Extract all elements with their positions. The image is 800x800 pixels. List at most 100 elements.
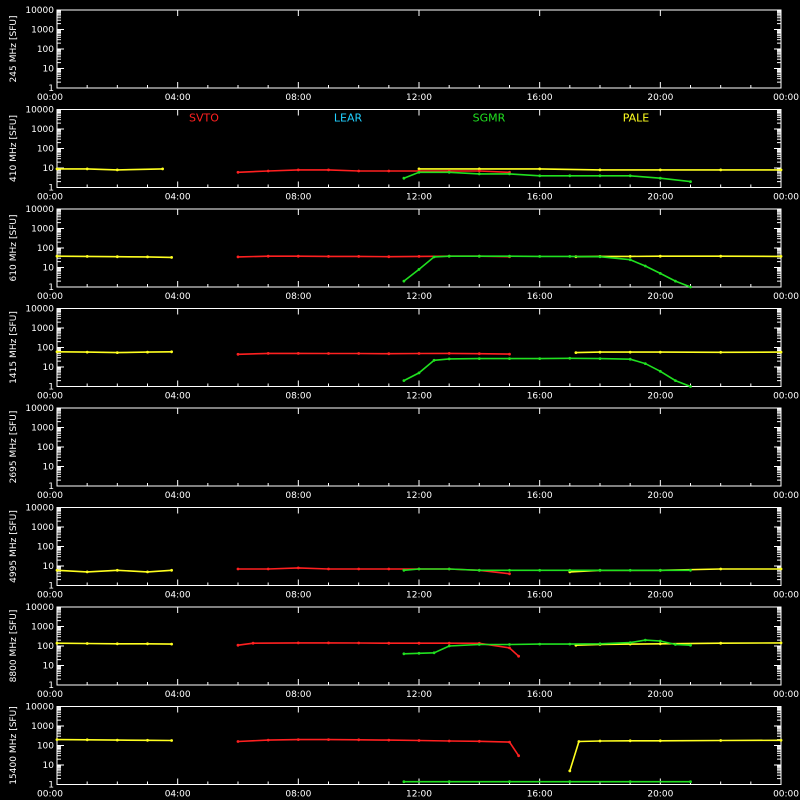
data-point — [477, 643, 481, 646]
data-point — [508, 572, 511, 576]
data-point — [658, 739, 662, 743]
data-point — [417, 255, 421, 258]
series-line-sgmr — [403, 639, 691, 655]
data-point — [447, 170, 451, 174]
x-tick-label: 20:00 — [647, 292, 673, 302]
data-point — [477, 167, 481, 171]
data-point — [689, 385, 692, 388]
data-point — [628, 255, 632, 258]
y-unit: [SFU] — [9, 16, 19, 41]
x-tick-label: 00:00 — [37, 292, 63, 302]
data-point — [357, 255, 361, 258]
data-point — [236, 567, 240, 571]
freq-value: 1415 — [9, 361, 19, 384]
data-point — [779, 168, 783, 172]
y-tick-label: 100 — [37, 145, 54, 155]
data-point — [266, 567, 270, 571]
data-point — [689, 643, 692, 647]
data-point — [658, 350, 662, 354]
y-axis-label: 4995 MHz [SFU] — [9, 510, 19, 583]
data-point — [327, 738, 330, 741]
y-tick-label: 10000 — [25, 106, 54, 116]
panel-4995-mhz: 1 10 100 1000 10000 00:00 04:00 08:00 12:00 16:00… — [9, 504, 799, 601]
data-point — [115, 168, 119, 172]
data-point — [251, 641, 255, 645]
data-point — [417, 352, 421, 355]
data-point — [719, 739, 723, 742]
y-tick-label: 100 — [37, 45, 54, 55]
data-point — [643, 362, 647, 365]
data-point — [538, 255, 542, 258]
legend-pale: PALE — [623, 112, 650, 125]
y-tick-label: 1000 — [31, 125, 54, 135]
y-tick-label: 1 — [48, 482, 54, 492]
series-svto — [236, 566, 511, 576]
series-line-pale — [569, 739, 782, 772]
series-line-pale — [575, 351, 782, 354]
data-point — [417, 651, 421, 655]
series-svto — [236, 168, 511, 174]
data-point — [296, 566, 300, 570]
x-tick-label: 00:00 — [773, 591, 799, 601]
data-point — [55, 641, 59, 645]
x-tick-label: 00:00 — [37, 790, 63, 800]
data-point — [327, 168, 330, 172]
legend-sgmr: SGMR — [473, 112, 506, 125]
data-point — [85, 570, 89, 574]
plot-frame — [56, 606, 782, 686]
x-tick-label: 16:00 — [527, 93, 553, 103]
x-tick-label: 08:00 — [285, 790, 311, 800]
panels-group: 1 10 100 1000 10000 00:00 04:00 08:00 12:00 16:00… — [9, 6, 799, 800]
data-point — [447, 254, 451, 258]
data-point — [538, 167, 542, 171]
x-tick-label: 00:00 — [37, 491, 63, 501]
data-point — [170, 256, 174, 259]
data-point — [517, 654, 520, 658]
panel-15400-mhz: 1 10 100 1000 10000 00:00 04:00 08:00 12:00 16:00… — [9, 703, 799, 800]
series-sgmr — [402, 170, 692, 184]
series-pale — [55, 350, 783, 354]
freq-unit: MHz — [9, 338, 19, 358]
data-point — [432, 358, 436, 362]
x-tick-label: 08:00 — [285, 292, 311, 302]
panel-2695-mhz: 1 10 100 1000 10000 00:00 04:00 08:00 12:00 16:00… — [9, 404, 799, 501]
freq-unit: MHz — [9, 537, 19, 557]
x-tick-label: 08:00 — [285, 392, 311, 402]
y-tick-label: 10000 — [25, 305, 54, 315]
data-point — [598, 168, 602, 172]
data-point — [779, 738, 783, 742]
x-tick-label: 04:00 — [165, 790, 191, 800]
data-point — [296, 168, 300, 172]
data-point — [719, 254, 723, 258]
panel-8800-mhz: 1 10 100 1000 10000 00:00 04:00 08:00 12:00 16:00… — [9, 603, 799, 700]
data-point — [779, 255, 783, 258]
data-point — [477, 172, 481, 176]
data-point — [146, 570, 149, 574]
data-point — [508, 643, 511, 646]
y-tick-label: 1 — [48, 582, 54, 592]
data-point — [55, 738, 59, 741]
x-tick-label: 00:00 — [773, 790, 799, 800]
panel-245-mhz: 1 10 100 1000 10000 00:00 04:00 08:00 12:00 16:00… — [9, 6, 799, 103]
x-tick-label: 20:00 — [647, 591, 673, 601]
data-point — [357, 567, 361, 571]
data-point — [477, 169, 481, 173]
x-tick-label: 00:00 — [773, 193, 799, 203]
freq-unit: MHz — [9, 734, 19, 754]
data-point — [477, 568, 481, 572]
data-point — [658, 642, 662, 646]
plot-frame — [56, 208, 782, 288]
series-line-pale — [56, 738, 172, 742]
series-svto — [236, 738, 520, 758]
data-point — [115, 642, 119, 646]
panel-1415-mhz: 1 10 100 1000 10000 00:00 04:00 08:00 12:00 16:00… — [9, 305, 799, 402]
x-tick-label: 08:00 — [285, 93, 311, 103]
data-point — [447, 644, 451, 648]
x-tick-label: 12:00 — [406, 591, 432, 601]
y-unit: [SFU] — [9, 510, 19, 535]
data-point — [387, 169, 391, 173]
x-tick-label: 08:00 — [285, 193, 311, 203]
series-pale — [55, 738, 783, 773]
data-point — [643, 264, 647, 268]
data-point — [658, 639, 662, 643]
